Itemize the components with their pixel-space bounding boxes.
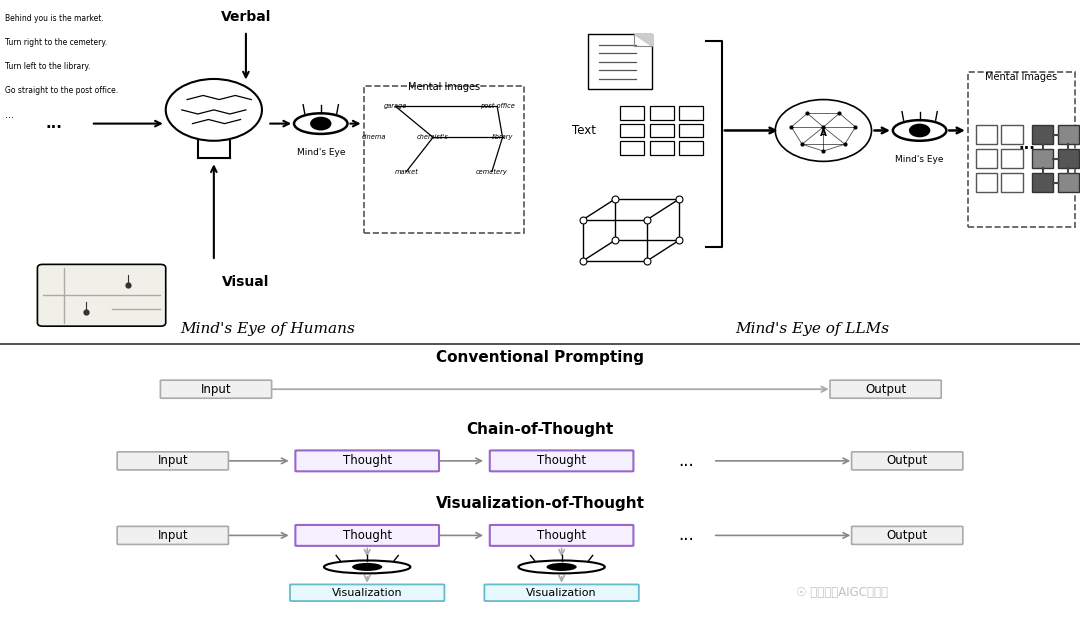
Text: Visualization: Visualization	[526, 588, 597, 598]
Text: Mind's Eye of Humans: Mind's Eye of Humans	[180, 323, 354, 336]
Text: Thought: Thought	[342, 454, 392, 467]
FancyBboxPatch shape	[1001, 173, 1023, 192]
Text: Output: Output	[887, 529, 928, 542]
Text: ...: ...	[678, 452, 693, 470]
FancyBboxPatch shape	[1031, 149, 1053, 168]
Text: Verbal: Verbal	[220, 10, 271, 25]
Text: market: market	[394, 169, 418, 175]
Text: cemetery: cemetery	[476, 169, 508, 175]
FancyBboxPatch shape	[831, 380, 941, 398]
Circle shape	[310, 117, 332, 130]
Polygon shape	[634, 35, 652, 47]
FancyBboxPatch shape	[1001, 125, 1023, 144]
FancyBboxPatch shape	[1031, 173, 1053, 192]
Circle shape	[909, 123, 930, 137]
FancyBboxPatch shape	[679, 140, 703, 154]
FancyBboxPatch shape	[620, 106, 645, 120]
Text: ...: ...	[45, 116, 62, 131]
Text: Turn right to the cemetery.: Turn right to the cemetery.	[5, 38, 108, 47]
FancyBboxPatch shape	[589, 35, 652, 89]
FancyBboxPatch shape	[1001, 149, 1023, 168]
FancyBboxPatch shape	[1057, 149, 1079, 168]
FancyBboxPatch shape	[650, 106, 674, 120]
Text: Thought: Thought	[537, 529, 586, 542]
Ellipse shape	[518, 561, 605, 573]
FancyBboxPatch shape	[364, 86, 524, 234]
Text: post office: post office	[480, 103, 514, 110]
FancyBboxPatch shape	[38, 265, 165, 326]
FancyBboxPatch shape	[1031, 125, 1053, 144]
Text: Mental Images: Mental Images	[985, 72, 1057, 82]
Text: garage: garage	[383, 103, 407, 110]
FancyBboxPatch shape	[490, 450, 634, 471]
Text: ...: ...	[1018, 137, 1035, 152]
Text: A: A	[820, 129, 827, 139]
Text: Conventional Prompting: Conventional Prompting	[436, 350, 644, 365]
FancyBboxPatch shape	[679, 123, 703, 137]
Circle shape	[352, 563, 382, 571]
Text: Output: Output	[887, 454, 928, 467]
Text: Thought: Thought	[342, 529, 392, 542]
FancyBboxPatch shape	[620, 140, 645, 154]
FancyBboxPatch shape	[975, 125, 997, 144]
FancyBboxPatch shape	[679, 106, 703, 120]
Text: Mind's Eye of LLMs: Mind's Eye of LLMs	[735, 323, 890, 336]
FancyBboxPatch shape	[620, 123, 645, 137]
FancyBboxPatch shape	[160, 380, 272, 398]
Circle shape	[546, 563, 577, 571]
FancyBboxPatch shape	[296, 450, 440, 471]
Text: cinema: cinema	[362, 134, 387, 140]
FancyBboxPatch shape	[975, 173, 997, 192]
FancyBboxPatch shape	[296, 525, 440, 546]
Text: library: library	[491, 134, 513, 140]
Text: Visualization-of-Thought: Visualization-of-Thought	[435, 496, 645, 512]
Text: ☉ 公众号．AIGC最前线: ☉ 公众号．AIGC最前线	[796, 587, 889, 599]
Text: Turn left to the library.: Turn left to the library.	[5, 62, 91, 71]
Text: Input: Input	[158, 529, 188, 542]
FancyBboxPatch shape	[118, 452, 229, 470]
FancyBboxPatch shape	[1057, 125, 1079, 144]
Text: Chain-of-Thought: Chain-of-Thought	[467, 422, 613, 437]
Text: Mental Images: Mental Images	[407, 83, 480, 93]
FancyBboxPatch shape	[1057, 173, 1079, 192]
FancyBboxPatch shape	[118, 527, 229, 544]
FancyBboxPatch shape	[289, 585, 445, 601]
FancyBboxPatch shape	[650, 140, 674, 154]
Text: Visualization: Visualization	[332, 588, 403, 598]
FancyBboxPatch shape	[852, 452, 963, 470]
FancyBboxPatch shape	[968, 72, 1075, 227]
Ellipse shape	[324, 561, 410, 573]
Ellipse shape	[893, 120, 946, 140]
Text: Behind you is the market.: Behind you is the market.	[5, 14, 104, 23]
Text: ...: ...	[5, 110, 14, 120]
Text: Input: Input	[201, 382, 231, 396]
Text: ...: ...	[678, 527, 693, 544]
Ellipse shape	[294, 113, 348, 134]
Text: chemist's: chemist's	[417, 134, 449, 140]
Text: Output: Output	[865, 382, 906, 396]
Text: Go straight to the post office.: Go straight to the post office.	[5, 86, 119, 95]
FancyBboxPatch shape	[975, 149, 997, 168]
FancyBboxPatch shape	[650, 123, 674, 137]
FancyBboxPatch shape	[485, 585, 639, 601]
FancyBboxPatch shape	[852, 527, 963, 544]
Text: Mind's Eye: Mind's Eye	[895, 154, 944, 164]
Text: Input: Input	[158, 454, 188, 467]
Text: Mind's Eye: Mind's Eye	[297, 147, 345, 157]
Text: Thought: Thought	[537, 454, 586, 467]
Text: Visual: Visual	[222, 275, 270, 289]
FancyBboxPatch shape	[490, 525, 634, 546]
Text: Text: Text	[572, 124, 596, 137]
